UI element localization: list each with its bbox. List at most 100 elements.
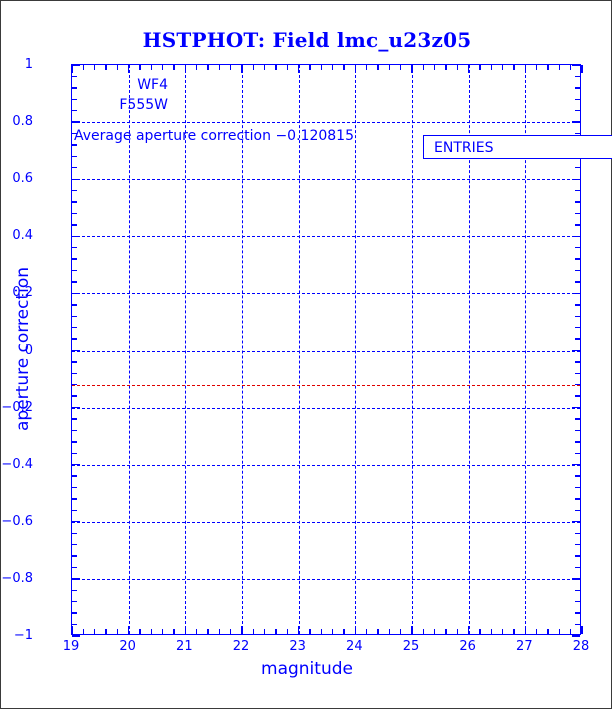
y-axis-tick-label: 0.6 (12, 171, 33, 187)
y-axis-tick-minor (72, 384, 77, 386)
x-axis-tick-label: 22 (232, 639, 250, 654)
y-axis-tick-minor (575, 601, 580, 603)
y-axis-tick-minor (575, 532, 580, 534)
x-axis-tick-label: 26 (459, 639, 476, 654)
y-axis-tick-minor (575, 475, 580, 477)
y-axis-tick-label: −0.4 (1, 456, 33, 472)
x-axis-tick-minor (252, 629, 255, 634)
y-axis-tick-minor (72, 201, 77, 203)
y-axis-tick-minor (575, 498, 580, 500)
y-axis-tick-minor (72, 452, 77, 454)
y-axis-tick-minor (72, 258, 77, 260)
y-axis-tick-minor (72, 155, 77, 158)
y-axis-tick-label: 0 (24, 342, 33, 358)
y-axis-tick-minor (72, 361, 77, 363)
y-axis-tick-minor (72, 167, 77, 169)
x-axis-tick-minor (161, 629, 164, 634)
x-axis-tick-minor (456, 65, 459, 70)
x-axis-tick-minor (263, 65, 266, 70)
y-axis-tick-minor (575, 623, 580, 626)
y-axis-tick-minor (575, 566, 580, 569)
y-axis-tick-major (72, 64, 80, 66)
y-axis-tick-minor (72, 555, 77, 557)
y-axis-tick-major (72, 292, 80, 295)
y-axis-tick-major (572, 578, 580, 580)
x-axis-tick-major (524, 626, 527, 634)
x-axis-tick-minor (445, 629, 447, 634)
y-axis-tick-major (572, 121, 580, 123)
y-axis-tick-minor (575, 132, 580, 135)
x-axis-title: magnitude (261, 659, 353, 679)
x-axis-tick-minor (399, 65, 402, 70)
y-axis-tick-minor (72, 395, 77, 397)
x-axis-tick-major (71, 626, 73, 634)
x-axis-tick-minor (229, 629, 232, 634)
x-axis-tick-major (71, 65, 73, 73)
y-axis-tick-minor (575, 452, 580, 454)
y-axis-tick-major (572, 64, 580, 66)
x-axis-tick-minor (388, 65, 391, 70)
x-axis-tick-minor (535, 65, 538, 70)
x-axis-tick-minor (82, 65, 85, 70)
x-axis-tick-minor (320, 65, 323, 70)
x-axis-tick-minor (365, 65, 368, 70)
y-axis-tick-major (72, 635, 80, 637)
y-axis-tick-minor (72, 566, 77, 569)
gridline-horizontal (72, 521, 580, 523)
x-axis-tick-major (184, 626, 187, 634)
gridline-horizontal (72, 578, 580, 580)
x-axis-tick-minor (93, 65, 96, 70)
x-axis-tick-minor (218, 65, 221, 70)
gridline-horizontal (72, 407, 580, 409)
gridline-vertical (468, 65, 470, 634)
y-axis-tick-minor (575, 429, 580, 432)
y-axis-tick-major (72, 406, 80, 409)
y-axis-tick-minor (575, 247, 580, 249)
x-axis-tick-minor (422, 65, 425, 70)
x-axis-tick-minor (513, 629, 515, 634)
y-axis-tick-major (72, 121, 80, 123)
y-axis-tick-label: 0.2 (12, 285, 33, 301)
y-axis-tick-minor (575, 543, 580, 546)
x-axis-tick-major (354, 65, 357, 73)
gridline-horizontal (72, 236, 580, 238)
x-axis-tick-minor (82, 629, 85, 634)
y-axis-tick-minor (575, 98, 580, 100)
x-axis-tick-minor (343, 629, 345, 634)
y-axis-tick-minor (575, 201, 580, 203)
gridline-vertical (242, 65, 243, 634)
y-axis-tick-major (572, 635, 580, 637)
y-axis-tick-major (572, 235, 580, 237)
x-axis-tick-minor (275, 65, 277, 70)
y-axis-tick-major (572, 464, 580, 466)
x-axis-tick-minor (569, 65, 572, 70)
y-axis-tick-minor (575, 167, 580, 169)
y-axis-tick-minor (575, 281, 580, 283)
x-axis-tick-minor (139, 65, 141, 70)
x-axis-tick-label: 28 (572, 639, 590, 654)
gridline-horizontal (72, 464, 580, 466)
gridline-horizontal (72, 122, 580, 124)
y-axis-tick-major (572, 178, 580, 180)
x-axis-tick-minor (422, 629, 425, 634)
y-axis-tick-minor (575, 612, 580, 614)
average-aperture-correction-line (72, 384, 580, 386)
x-axis-tick-major (127, 65, 130, 73)
y-axis-tick-major (572, 292, 580, 295)
y-axis-tick-major (72, 464, 80, 466)
x-axis-tick-minor (105, 629, 107, 634)
x-axis-tick-major (581, 65, 583, 73)
y-axis-tick-minor (575, 304, 580, 306)
y-axis-tick-minor (575, 315, 580, 317)
chip-label: WF4 (137, 77, 168, 93)
x-axis-tick-minor (150, 65, 153, 70)
x-axis-tick-minor (150, 629, 153, 634)
x-axis-tick-label: 27 (516, 639, 533, 654)
y-axis-tick-minor (72, 304, 77, 306)
y-axis-tick-minor (72, 224, 77, 226)
y-axis-tick-minor (72, 326, 77, 329)
gridline-horizontal (72, 179, 580, 181)
x-axis-tick-major (297, 626, 300, 634)
y-axis-tick-minor (72, 281, 77, 283)
y-axis-tick-minor (72, 98, 77, 100)
